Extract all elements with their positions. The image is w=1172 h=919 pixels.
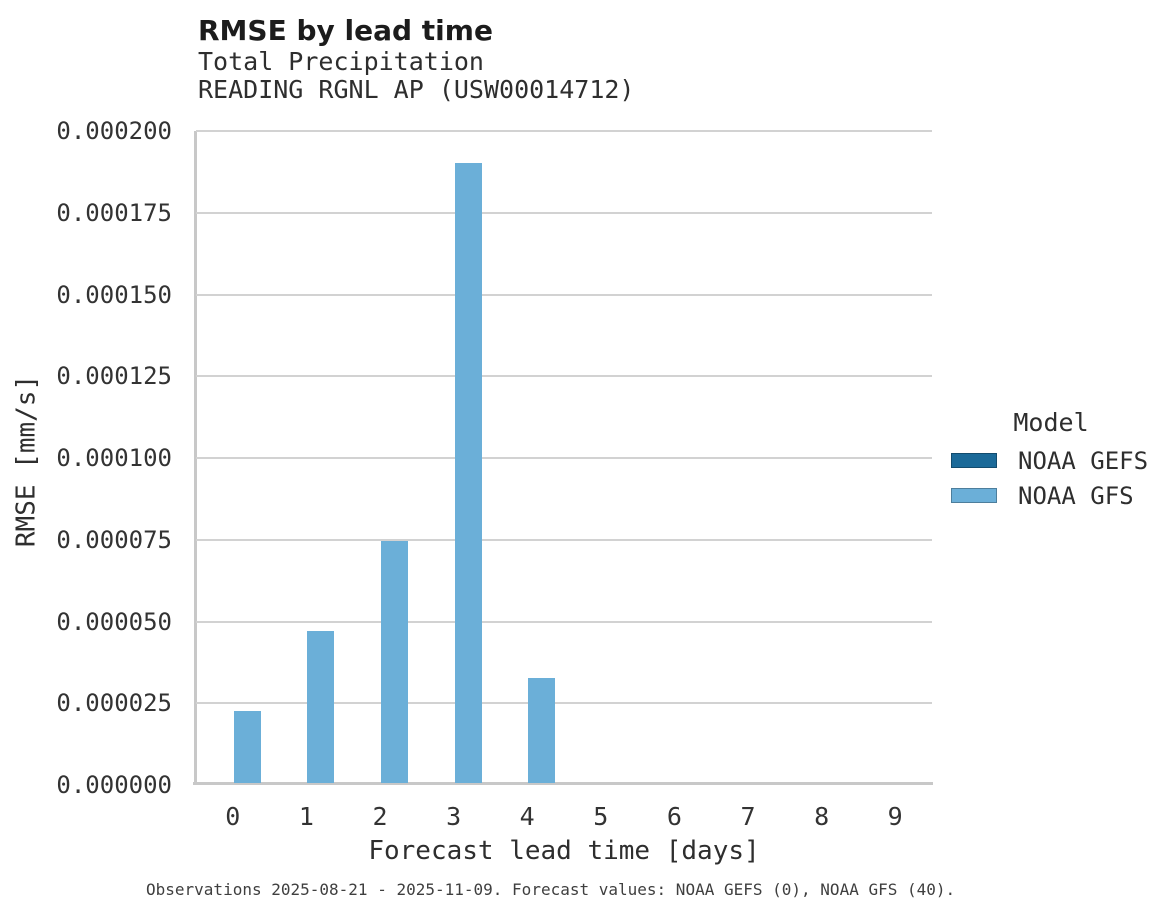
bar-noaa-gfs-lead-1 bbox=[307, 630, 335, 783]
y-axis-line bbox=[194, 131, 197, 785]
x-tick-label: 7 bbox=[740, 802, 756, 831]
y-tick-label: 0.000125 bbox=[56, 362, 172, 391]
x-tick-label: 3 bbox=[446, 802, 462, 831]
gridline bbox=[196, 375, 932, 378]
y-tick-label: 0.000150 bbox=[56, 280, 172, 309]
gridline bbox=[196, 457, 932, 459]
gridline bbox=[196, 538, 932, 541]
y-tick-label: 0.000050 bbox=[56, 607, 172, 636]
y-tick-label: 0.000175 bbox=[56, 198, 172, 227]
caption: Observations 2025-08-21 - 2025-11-09. Fo… bbox=[146, 880, 956, 899]
legend-swatch bbox=[951, 453, 997, 468]
subtitle-station: READING RGNL AP (USW00014712) bbox=[198, 75, 635, 104]
bar-noaa-gfs-lead-3 bbox=[454, 162, 482, 783]
x-tick-label: 0 bbox=[225, 802, 241, 831]
bar-noaa-gfs-lead-2 bbox=[381, 541, 408, 783]
chart-subtitle: Total Precipitation READING RGNL AP (USW… bbox=[198, 48, 635, 104]
gridline bbox=[196, 293, 932, 296]
bar-noaa-gfs-lead-0 bbox=[233, 711, 261, 783]
subtitle-variable: Total Precipitation bbox=[198, 47, 484, 76]
gridline bbox=[196, 620, 932, 623]
chart-title: RMSE by lead time bbox=[198, 14, 493, 47]
plot-area bbox=[193, 130, 933, 785]
y-tick-label: 0.000075 bbox=[56, 525, 172, 554]
x-axis-line bbox=[193, 782, 933, 785]
legend: Model NOAA GEFS NOAA GFS bbox=[951, 410, 1151, 513]
legend-label: NOAA GFS bbox=[1018, 481, 1134, 510]
y-tick-label: 0.000100 bbox=[56, 444, 172, 472]
x-tick-label: 4 bbox=[519, 802, 535, 831]
x-tick-label: 6 bbox=[666, 802, 682, 831]
y-tick-label: 0.000025 bbox=[56, 689, 172, 718]
legend-title: Model bbox=[1013, 408, 1089, 437]
legend-item: NOAA GEFS bbox=[951, 443, 1151, 478]
legend-label: NOAA GEFS bbox=[1018, 446, 1149, 475]
y-tick-label: 0.000000 bbox=[56, 771, 172, 799]
x-tick-label: 1 bbox=[298, 802, 314, 831]
bar-noaa-gfs-lead-4 bbox=[528, 678, 556, 783]
x-tick-label: 8 bbox=[814, 802, 830, 831]
gridline bbox=[196, 702, 932, 705]
x-axis-title: Forecast lead time [days] bbox=[368, 836, 760, 866]
gridline bbox=[196, 130, 932, 132]
gridline bbox=[196, 211, 932, 214]
legend-item: NOAA GFS bbox=[951, 478, 1151, 513]
y-tick-label: 0.000200 bbox=[56, 117, 172, 145]
legend-swatch bbox=[951, 488, 997, 503]
x-tick-label: 5 bbox=[593, 802, 609, 831]
x-tick-label: 9 bbox=[887, 802, 903, 831]
x-tick-label: 2 bbox=[372, 802, 388, 831]
